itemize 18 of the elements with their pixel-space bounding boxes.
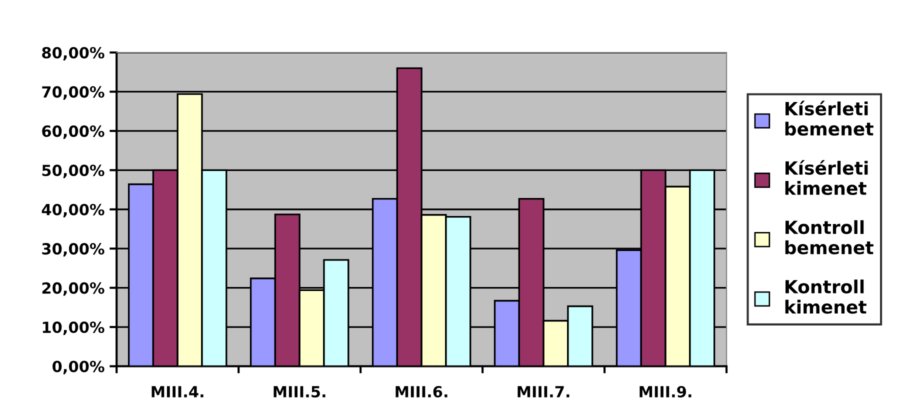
legend-label: Kontroll kimenet xyxy=(785,280,866,314)
y-tick-label: 50,00% xyxy=(42,164,104,178)
y-tick-label: 40,00% xyxy=(42,204,104,218)
x-tick-label: MIII.4. xyxy=(152,386,204,398)
legend-label: Kísérleti bemenet xyxy=(785,100,874,136)
x-tick-label: MIII.6. xyxy=(396,386,448,398)
legend-label: Kísérleti kimenet xyxy=(785,160,868,196)
y-tick-label: 60,00% xyxy=(42,125,104,139)
y-tick-label: 20,00% xyxy=(42,282,104,296)
y-tick-label: 80,00% xyxy=(42,46,104,60)
y-tick-label: 10,00% xyxy=(42,321,104,335)
y-tick-label: 70,00% xyxy=(42,86,104,100)
x-tick-label: MIII.9. xyxy=(640,386,692,398)
x-tick-label: MIII.7. xyxy=(518,386,570,398)
y-tick-label: 0,00% xyxy=(52,360,104,374)
legend-label: Kontroll bemenet xyxy=(785,220,874,254)
x-tick-label: MIII.5. xyxy=(274,386,326,398)
y-tick-label: 30,00% xyxy=(42,243,104,257)
